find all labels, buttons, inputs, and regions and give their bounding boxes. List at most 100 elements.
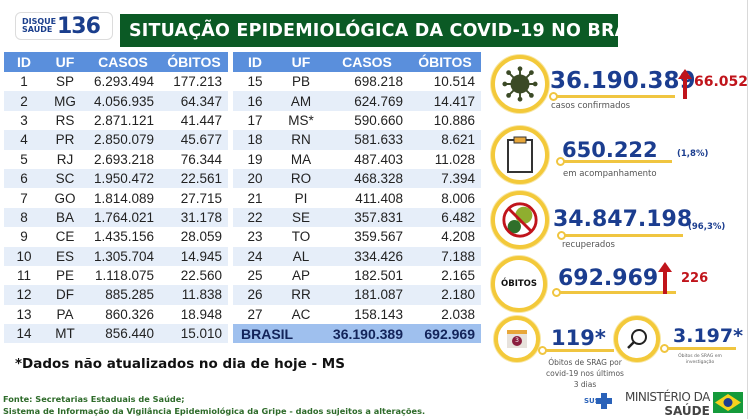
cell-casos: 624.769 xyxy=(325,91,409,111)
cell-uf: MA xyxy=(290,151,312,167)
srag-recent-label: Óbitos de SRAG por covid-19 nos últimos … xyxy=(546,358,624,389)
cell-casos: 487.403 xyxy=(354,151,403,167)
cell-uf: AP xyxy=(291,268,310,284)
cell-id: 4 xyxy=(4,130,44,150)
total-obitos: 692.969 xyxy=(409,324,481,344)
cell-obitos: 22.561 xyxy=(160,168,228,189)
srag-recent-value: 119* xyxy=(551,326,606,350)
confirmed-label: casos confirmados xyxy=(551,101,631,111)
table-row: 24 AL 334.426 7.188 xyxy=(233,246,481,266)
cell-casos: 357.831 xyxy=(325,207,409,228)
cell-casos: 158.143 xyxy=(354,306,403,322)
total-label: BRASIL xyxy=(233,324,325,344)
cell-id: 11 xyxy=(16,268,31,284)
cell-uf: BA xyxy=(44,207,86,228)
cell-uf: TO xyxy=(291,229,311,245)
cell-id: 24 xyxy=(233,246,277,266)
cell-casos: 2.871.121 xyxy=(93,112,154,128)
cell-uf: RO xyxy=(277,168,325,189)
srag-investigation-label: Óbitos de SRAG em investigação xyxy=(678,354,722,365)
table-row: 16 AM 624.769 14.417 xyxy=(233,91,481,111)
cell-casos: 590.660 xyxy=(354,112,403,128)
confirmed-up-arrow-icon xyxy=(678,69,692,99)
table-row: 7 GO 1.814.089 27.715 xyxy=(4,188,228,207)
sus-logo-text: SUS xyxy=(584,397,600,405)
cell-uf: SP xyxy=(55,74,74,90)
cell-id: 14 xyxy=(4,324,44,344)
cell-casos: 1.764.021 xyxy=(86,207,160,228)
cell-obitos: 8.006 xyxy=(441,190,475,206)
cell-uf: MT xyxy=(44,324,86,344)
col-uf: UF xyxy=(277,52,325,72)
deaths-badge: ÓBITOS xyxy=(500,279,537,289)
table-row: 2 MG 4.056.935 64.347 xyxy=(4,91,228,111)
title-bar: SITUAÇÃO EPIDEMIOLÓGICA DA COVID-19 NO B… xyxy=(120,14,746,47)
table-row: 17 MS* 590.660 10.886 xyxy=(233,111,481,130)
cell-casos: 856.440 xyxy=(86,324,160,344)
logo-number: 136 xyxy=(57,13,101,39)
table-row: 15 PB 698.218 10.514 xyxy=(233,72,481,91)
no-virus-icon xyxy=(502,202,538,238)
table-row: 4 PR 2.850.079 45.677 xyxy=(4,130,228,150)
srag-investigation-ring xyxy=(614,316,660,362)
table-row: 26 RR 181.087 2.180 xyxy=(233,285,481,305)
cell-id: 19 xyxy=(247,151,263,167)
table-row: 21 PI 411.408 8.006 xyxy=(233,188,481,207)
logo-text: DISQUE SAÚDE xyxy=(22,17,57,34)
cell-casos: 6.293.494 xyxy=(93,74,154,90)
recovered-value: 34.847.198 xyxy=(553,207,693,232)
cell-id: 13 xyxy=(16,306,32,322)
cell-id: 5 xyxy=(20,151,28,167)
cell-id: 8 xyxy=(4,207,44,228)
cell-obitos: 18.948 xyxy=(180,306,222,322)
cell-uf: RJ xyxy=(56,151,74,167)
srag-investigation-underline xyxy=(664,347,736,350)
cell-casos: 359.567 xyxy=(354,229,403,245)
col-obitos: ÓBITOS xyxy=(160,52,228,72)
cell-casos: 181.087 xyxy=(325,285,409,305)
confirmed-ring xyxy=(491,55,549,113)
col-uf: UF xyxy=(44,52,86,72)
monitoring-percent: (1,8%) xyxy=(677,149,709,159)
cell-obitos: 22.560 xyxy=(180,268,222,284)
cell-id: 20 xyxy=(233,168,277,189)
table-row: 14 MT 856.440 15.010 xyxy=(4,324,228,344)
table-row: 25 AP 182.501 2.165 xyxy=(233,266,481,285)
sus-cross-icon xyxy=(596,393,612,409)
cell-casos: 4.056.935 xyxy=(86,91,160,111)
table-row: 27 AC 158.143 2.038 xyxy=(233,305,481,324)
col-casos: CASOS xyxy=(86,52,160,72)
source-line-2: Sistema de Informação da Vigilância Epid… xyxy=(3,406,426,416)
table-row: 22 SE 357.831 6.482 xyxy=(233,207,481,228)
cell-uf: ES xyxy=(44,246,86,266)
srag-recent-dot xyxy=(538,346,547,355)
cell-uf: AC xyxy=(291,306,311,322)
cell-id: 26 xyxy=(233,285,277,305)
confirmed-value: 36.190.389 xyxy=(550,68,696,94)
cell-id: 10 xyxy=(4,246,44,266)
table-row: 13 PA 860.326 18.948 xyxy=(4,305,228,324)
table-row: 23 TO 359.567 4.208 xyxy=(233,227,481,246)
monitoring-value: 650.222 xyxy=(562,138,658,162)
cell-id: 6 xyxy=(4,168,44,189)
cell-casos: 2.850.079 xyxy=(86,130,160,150)
recovered-underline xyxy=(561,234,683,237)
cell-id: 2 xyxy=(4,91,44,111)
cell-obitos: 28.059 xyxy=(180,229,222,245)
cell-obitos: 2.180 xyxy=(409,285,481,305)
col-id: ID xyxy=(4,52,44,72)
col-casos: CASOS xyxy=(325,52,409,72)
srag-recent-underline xyxy=(542,349,614,352)
srag-investigation-dot xyxy=(660,344,669,353)
col-id: ID xyxy=(233,52,277,72)
states-table-left: ID UF CASOS ÓBITOS 1 SP 6.293.494 177.213 2 M… xyxy=(4,52,228,344)
cell-casos: 1.118.075 xyxy=(94,268,154,284)
table-row: 20 RO 468.328 7.394 xyxy=(233,168,481,189)
cell-casos: 468.328 xyxy=(325,168,409,189)
table-row: 5 RJ 2.693.218 76.344 xyxy=(4,150,228,169)
brazil-flag-icon xyxy=(713,392,743,413)
cell-obitos: 15.010 xyxy=(160,324,228,344)
cell-id: 16 xyxy=(233,91,277,111)
confirmed-underline xyxy=(553,95,675,98)
cell-casos: 1.305.704 xyxy=(86,246,160,266)
